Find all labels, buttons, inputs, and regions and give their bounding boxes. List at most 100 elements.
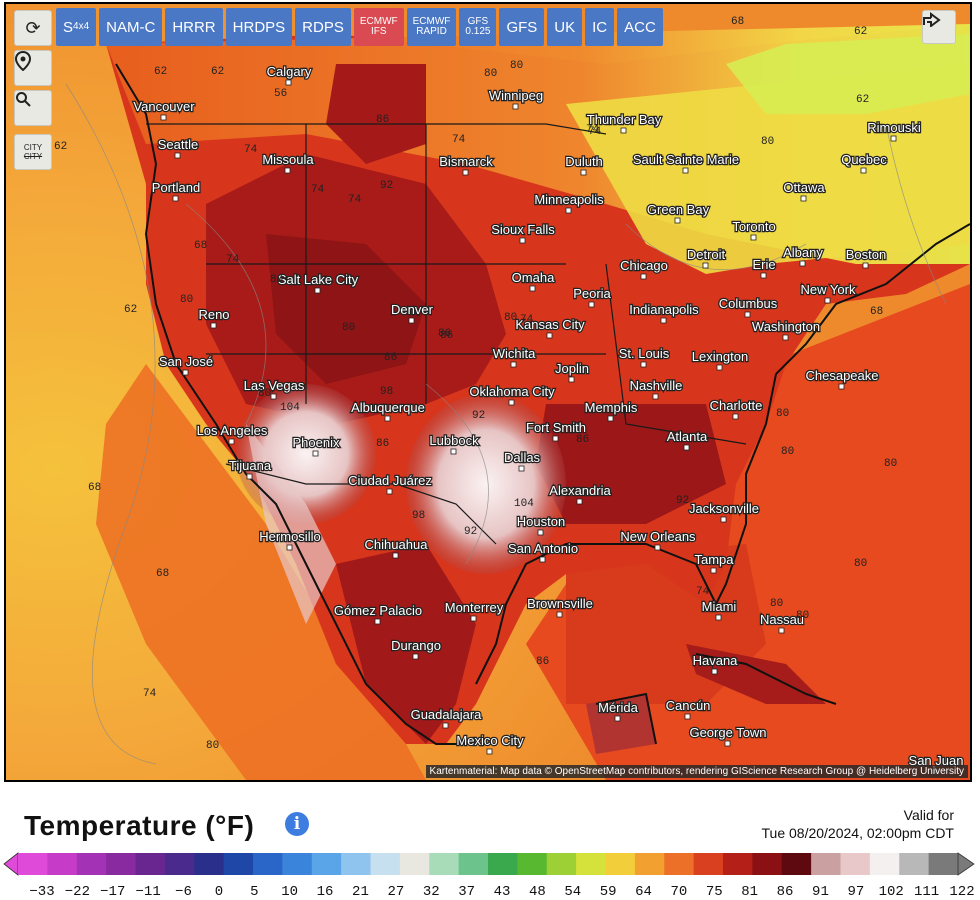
city-marker[interactable]: Ciudad Juárez <box>347 472 433 495</box>
city-dot <box>724 740 731 747</box>
city-marker[interactable]: Quebec <box>840 151 889 174</box>
city-marker[interactable]: Columbus <box>717 295 779 318</box>
city-marker[interactable]: Cancún <box>664 697 712 720</box>
city-marker[interactable]: Memphis <box>583 399 639 422</box>
city-marker[interactable]: Chesapeake <box>804 367 880 390</box>
city-marker[interactable]: Minneapolis <box>533 191 605 214</box>
city-marker[interactable]: Portland <box>151 179 201 202</box>
city-dot <box>546 332 553 339</box>
city-marker[interactable]: Peoria <box>572 285 613 308</box>
city-marker[interactable]: Tampa <box>693 551 736 574</box>
model-button-3[interactable]: HRDPS <box>225 8 293 46</box>
city-marker[interactable]: Kansas City <box>514 316 586 339</box>
city-marker[interactable]: Washington <box>751 318 821 341</box>
model-button-10[interactable]: IC <box>585 8 615 46</box>
legend-swatch <box>634 853 665 875</box>
city-marker[interactable]: Brownsville <box>526 595 594 618</box>
location-button[interactable] <box>14 50 52 86</box>
city-marker[interactable]: Reno <box>197 306 231 329</box>
city-marker[interactable]: Thunder Bay <box>586 111 663 134</box>
isotherm-label: 74 <box>586 124 600 136</box>
city-marker[interactable]: Sioux Falls <box>490 221 557 244</box>
city-marker[interactable]: San Antonio <box>507 540 579 563</box>
city-marker[interactable]: Omaha <box>510 269 556 292</box>
model-button-2[interactable]: HRRR <box>165 8 223 46</box>
city-marker[interactable]: Mérida <box>597 699 640 722</box>
city-marker[interactable]: Vancouver <box>132 98 197 121</box>
city-marker[interactable]: Ottawa <box>782 179 827 202</box>
city-marker[interactable]: Phoenix <box>291 434 341 457</box>
city-marker[interactable]: George Town <box>688 724 768 747</box>
model-button-7[interactable]: GFS 0.125 <box>459 8 497 46</box>
info-icon[interactable]: i <box>285 812 309 836</box>
city-marker[interactable]: Missoula <box>261 151 316 174</box>
city-marker[interactable]: Indianapolis <box>628 301 700 324</box>
city-marker[interactable]: Los Angeles <box>195 422 269 445</box>
city-marker[interactable]: Duluth <box>564 153 604 176</box>
city-marker[interactable]: Toronto <box>731 218 777 241</box>
city-marker[interactable]: Lexington <box>691 348 749 371</box>
city-marker[interactable]: Havana <box>691 652 739 675</box>
city-marker[interactable]: Joplin <box>554 360 590 383</box>
city-marker[interactable]: Denver <box>390 301 435 324</box>
city-marker[interactable]: San José <box>158 353 214 376</box>
refresh-button[interactable]: ⟳ <box>14 10 52 46</box>
city-marker[interactable]: Sault Sainte Marie <box>632 151 740 174</box>
city-marker[interactable]: Tijuana <box>228 457 273 480</box>
city-marker[interactable]: Mexico City <box>455 732 525 755</box>
city-marker[interactable]: Seattle <box>157 136 199 159</box>
city-marker[interactable]: Calgary <box>265 63 313 86</box>
city-marker[interactable]: Houston <box>516 513 566 536</box>
model-button-4[interactable]: RDPS <box>295 8 351 46</box>
city-marker[interactable]: Winnipeg <box>488 87 544 110</box>
model-button-9[interactable]: UK <box>547 8 583 46</box>
zoom-button[interactable] <box>14 90 52 126</box>
city-marker[interactable]: St. Louis <box>617 345 671 368</box>
city-marker[interactable]: Alexandria <box>548 482 613 505</box>
weather-map[interactable]: Calgary Winnipeg Vancouver Seattle Missoula P… <box>4 2 972 782</box>
city-dot <box>702 262 709 269</box>
city-marker[interactable]: Fort Smith <box>525 419 587 442</box>
city-marker[interactable]: Wichita <box>491 345 537 368</box>
city-marker[interactable]: Atlanta <box>666 428 709 451</box>
city-marker[interactable]: Boston <box>845 246 887 269</box>
city-marker[interactable]: New Orleans <box>619 528 697 551</box>
city-marker[interactable]: Albany <box>782 244 825 267</box>
isotherm-label: 98 <box>380 386 393 398</box>
city-marker[interactable]: Chihuahua <box>363 536 429 559</box>
city-marker[interactable]: Green Bay <box>646 201 711 224</box>
model-button-1[interactable]: NAM-C <box>99 8 163 46</box>
city-marker[interactable]: Charlotte <box>708 397 764 420</box>
model-button-6[interactable]: ECMWF RAPID <box>406 8 457 46</box>
city-marker[interactable]: Bismarck <box>438 153 494 176</box>
city-labels-toggle[interactable]: CITY CITY <box>14 134 52 170</box>
city-marker[interactable]: Nashville <box>628 377 684 400</box>
city-marker[interactable]: Miami <box>700 598 738 621</box>
city-marker[interactable]: Monterrey <box>443 599 505 622</box>
city-label: Phoenix <box>293 435 340 450</box>
city-marker[interactable]: New York <box>799 281 857 304</box>
share-button[interactable] <box>922 10 956 44</box>
city-marker[interactable]: Salt Lake City <box>277 271 360 294</box>
city-marker[interactable]: Hermosillo <box>258 528 322 551</box>
city-marker[interactable]: Las Vegas <box>242 377 306 400</box>
city-marker[interactable]: Gómez Palacio <box>333 602 423 625</box>
city-marker[interactable]: Oklahoma City <box>468 383 556 406</box>
city-marker[interactable]: Erie <box>751 256 777 279</box>
city-marker[interactable]: Durango <box>390 637 442 660</box>
city-marker[interactable]: Albuquerque <box>350 399 426 422</box>
city-marker[interactable]: Guadalajara <box>409 706 483 729</box>
city-marker[interactable]: Jacksonville <box>688 500 760 523</box>
model-button-0[interactable]: S 4x4 <box>56 8 97 46</box>
city-marker[interactable]: Chicago <box>619 257 669 280</box>
city-marker[interactable]: San Juan <box>907 752 965 775</box>
city-marker[interactable]: Nassau <box>759 611 805 634</box>
model-button-5[interactable]: ECMWF IFS <box>353 8 404 46</box>
model-button-8[interactable]: GFS <box>499 8 545 46</box>
model-button-11[interactable]: ACC <box>617 8 663 46</box>
legend-swatch <box>546 853 577 875</box>
city-marker[interactable]: Detroit <box>686 246 727 269</box>
city-marker[interactable]: Dallas <box>503 449 542 472</box>
city-marker[interactable]: Lubbock <box>428 432 480 455</box>
city-marker[interactable]: Rimouski <box>866 119 922 142</box>
